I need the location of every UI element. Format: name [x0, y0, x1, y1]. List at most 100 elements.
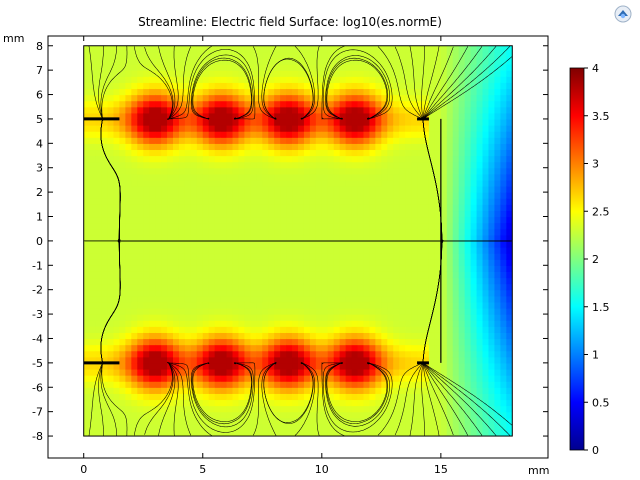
field-cell: [113, 283, 121, 291]
field-cell: [238, 301, 246, 309]
field-cell: [464, 429, 472, 437]
field-cell: [470, 179, 478, 187]
field-cell: [173, 51, 180, 59]
field-cell: [375, 57, 382, 65]
field-cell: [482, 186, 490, 193]
field-cell: [452, 173, 460, 181]
field-cell: [83, 228, 91, 236]
field-cell: [458, 381, 466, 388]
field-cell: [488, 216, 496, 224]
field-cell: [387, 368, 394, 376]
field-cell: [405, 356, 412, 364]
field-cell: [244, 314, 251, 321]
field-cell: [161, 45, 168, 53]
field-cell: [381, 277, 388, 285]
field-cell: [113, 198, 121, 205]
field-cell: [434, 228, 442, 236]
field-cell: [452, 112, 460, 120]
field-cell: [440, 45, 448, 53]
field-cell: [220, 228, 228, 236]
field-cell: [315, 228, 323, 236]
field-cell: [214, 228, 222, 236]
field-cell: [423, 234, 430, 242]
comsol-logo-icon[interactable]: [614, 5, 632, 23]
field-cell: [173, 314, 180, 321]
field-cell: [440, 192, 448, 199]
field-cell: [113, 356, 121, 364]
field-cell: [107, 64, 115, 71]
field-cell: [345, 344, 353, 352]
field-cell: [83, 198, 91, 205]
field-cell: [315, 429, 323, 437]
field-cell: [250, 155, 257, 163]
field-cell: [452, 277, 460, 285]
field-cell: [315, 173, 323, 181]
field-cell: [155, 88, 162, 96]
field-cell: [417, 204, 424, 212]
field-cell: [506, 265, 513, 272]
field-cell: [125, 411, 132, 419]
field-cell: [95, 387, 103, 394]
field-cell: [375, 173, 382, 181]
field-cell: [167, 429, 174, 437]
field-cell: [107, 143, 115, 151]
field-cell: [113, 94, 121, 102]
field-cell: [298, 283, 305, 291]
field-cell: [470, 51, 478, 59]
field-cell: [274, 393, 281, 401]
field-cell: [196, 51, 204, 59]
field-cell: [351, 265, 359, 272]
field-cell: [167, 216, 174, 224]
field-cell: [387, 100, 394, 108]
field-cell: [423, 137, 430, 144]
field-cell: [506, 326, 513, 333]
field-cell: [452, 216, 460, 224]
field-cell: [315, 137, 323, 144]
field-cell: [298, 289, 305, 297]
field-cell: [232, 51, 240, 59]
field-cell: [268, 356, 275, 364]
field-cell: [202, 271, 210, 279]
field-cell: [309, 332, 317, 340]
field-cell: [357, 423, 365, 431]
field-cell: [393, 253, 400, 260]
field-cell: [428, 295, 436, 303]
field-cell: [232, 106, 240, 114]
field-cell: [220, 429, 228, 437]
field-cell: [428, 149, 436, 157]
field-cell: [190, 234, 198, 242]
field-cell: [83, 57, 91, 65]
field-cell: [125, 332, 132, 340]
field-cell: [196, 375, 204, 382]
field-cell: [423, 332, 430, 340]
field-cell: [178, 45, 186, 53]
field-cell: [327, 411, 335, 419]
field-cell: [303, 350, 311, 358]
field-cell: [446, 240, 454, 248]
field-cell: [101, 350, 109, 358]
field-cell: [381, 198, 388, 205]
field-cell: [250, 265, 257, 272]
field-cell: [196, 210, 204, 218]
field-cell: [345, 259, 353, 266]
field-cell: [286, 362, 293, 370]
field-cell: [161, 198, 168, 205]
field-cell: [298, 277, 305, 285]
field-cell: [274, 112, 281, 120]
field-cell: [220, 131, 228, 138]
field-cell: [405, 106, 412, 114]
field-cell: [256, 423, 263, 431]
domain-outline: [83, 45, 513, 437]
field-cell: [446, 356, 454, 364]
field-cell: [95, 204, 103, 212]
field-cell: [125, 417, 132, 425]
field-cell: [107, 216, 115, 224]
field-cell: [387, 344, 394, 352]
field-cell: [184, 149, 192, 157]
field-cell: [369, 100, 376, 108]
field-cell: [208, 204, 216, 212]
field-cell: [149, 143, 156, 151]
field-cell: [161, 234, 168, 242]
field-cell: [470, 210, 478, 218]
field-cell: [440, 362, 448, 370]
